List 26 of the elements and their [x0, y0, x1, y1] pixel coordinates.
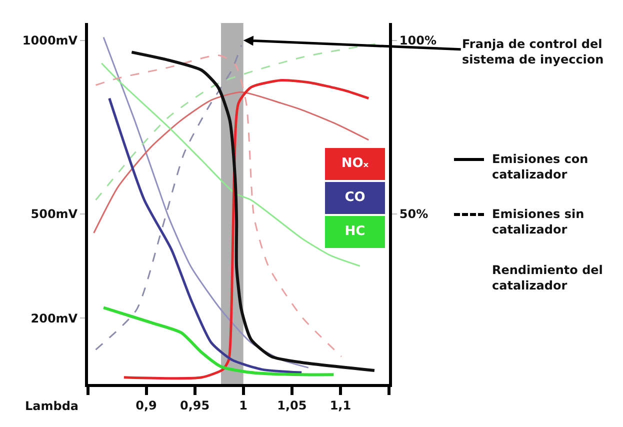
text: NOₓ	[325, 148, 385, 180]
text: CO	[325, 182, 385, 214]
text: Emisiones con catalizador	[492, 152, 588, 182]
text: HC	[325, 216, 385, 248]
x-tick-label: 0,95	[180, 398, 210, 412]
y2-tick-label: 100%	[399, 34, 436, 48]
line-series	[102, 36, 310, 368]
y2-tick-label: 50%	[399, 207, 428, 222]
line-series	[102, 306, 336, 376]
line-series	[122, 78, 370, 380]
line-series	[108, 97, 303, 374]
line-series	[130, 50, 376, 372]
line-series	[95, 44, 242, 350]
x-tick-label: 1,1	[330, 398, 352, 412]
line-series	[93, 91, 370, 234]
x-tick-label: 0,9	[136, 398, 157, 412]
x-tick-label: 1	[239, 398, 248, 412]
x-tick-label: 1,05	[277, 398, 307, 412]
y-tick-label: 200mV	[30, 311, 78, 326]
text: Rendimiento del catalizador	[492, 263, 603, 293]
text: Emisiones sin catalizador	[492, 207, 584, 237]
y-tick-label: 500mV	[30, 207, 78, 222]
y-tick-label: 1000mV	[22, 34, 78, 48]
line-series	[95, 54, 342, 358]
annotation: Franja de control del sistema de inyeccion	[462, 37, 604, 67]
x-axis-title: Lambda	[25, 399, 79, 413]
